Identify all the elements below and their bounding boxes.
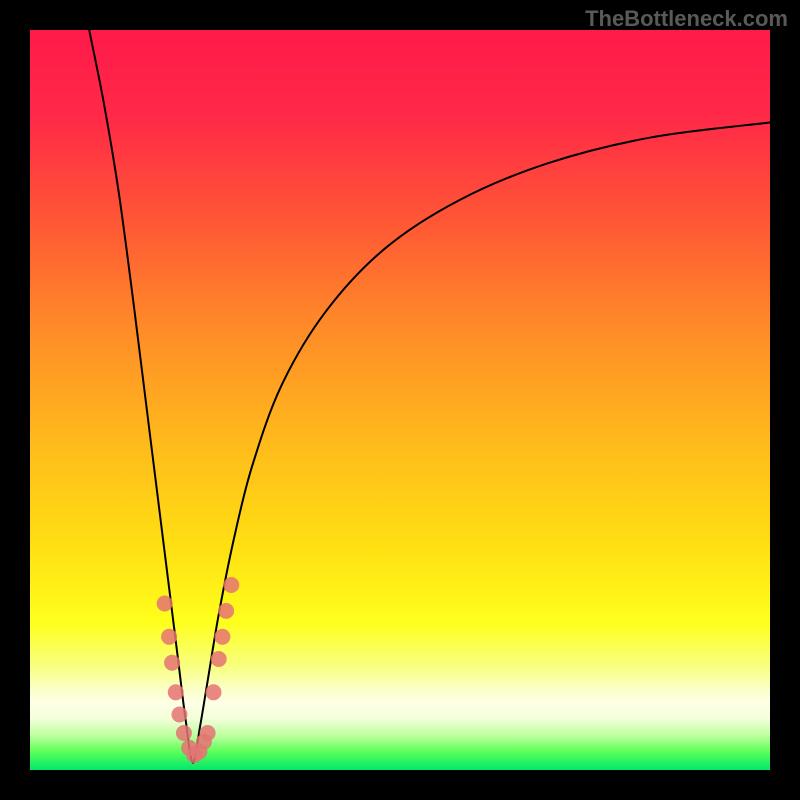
marker-dot — [206, 684, 222, 700]
marker-dot — [200, 725, 216, 741]
marker-dot — [211, 651, 227, 667]
marker-dot — [168, 684, 184, 700]
plot-gradient-background — [30, 30, 770, 770]
marker-dot — [223, 577, 239, 593]
watermark-text: TheBottleneck.com — [585, 6, 788, 32]
marker-dot — [176, 725, 192, 741]
bottleneck-chart — [0, 0, 800, 800]
marker-dot — [161, 629, 177, 645]
marker-dot — [164, 655, 180, 671]
marker-dot — [157, 596, 173, 612]
marker-dot — [171, 707, 187, 723]
marker-dot — [218, 603, 234, 619]
chart-container: TheBottleneck.com — [0, 0, 800, 800]
marker-dot — [214, 629, 230, 645]
